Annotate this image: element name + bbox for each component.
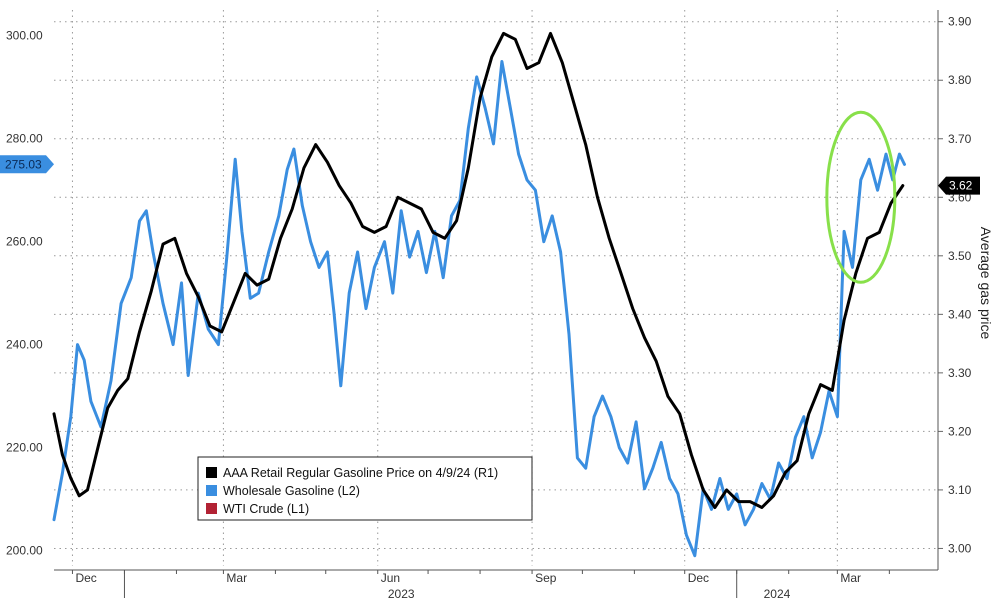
last-value-badge-left-label: 275.03 xyxy=(5,157,42,171)
right-axis-tick-label: 3.50 xyxy=(948,249,972,263)
left-axis-tick-label: 280.00 xyxy=(6,132,43,146)
right-axis-tick-label: 3.70 xyxy=(948,132,972,146)
series-line-retail-gasoline xyxy=(52,31,905,509)
left-axis-tick-label: 240.00 xyxy=(6,338,43,352)
x-axis-year-label: 2023 xyxy=(388,587,415,600)
right-axis-tick-label: 3.10 xyxy=(948,483,972,497)
x-axis: Dec Mar Jun Sep Dec Mar 2023 2024 xyxy=(54,569,938,600)
legend-box xyxy=(197,456,533,521)
right-axis-tick-label: 3.20 xyxy=(948,424,972,438)
left-axis-tick-label: 260.00 xyxy=(6,235,43,249)
highlight-circle-annotation xyxy=(825,110,897,284)
left-axis-tick-label: 300.00 xyxy=(6,29,43,43)
x-axis-tick-label: Dec xyxy=(75,571,96,585)
right-axis-tick-label: 3.00 xyxy=(948,541,972,555)
x-axis-tick-label: Mar xyxy=(840,571,861,585)
last-value-badge-right xyxy=(938,176,980,195)
right-axis-title: Average gas price xyxy=(978,227,994,340)
last-value-badge-right-label: 3.62 xyxy=(949,179,973,193)
right-axis-tick-label: 3.40 xyxy=(948,307,972,321)
legend-entry-label: Wholesale Gasoline (L2) xyxy=(223,484,360,498)
right-axis-tick-label: 3.90 xyxy=(948,15,972,29)
x-axis-tick-label: Dec xyxy=(688,571,709,585)
legend-swatch xyxy=(206,485,217,496)
x-axis-tick-label: Mar xyxy=(226,571,247,585)
series-layer xyxy=(52,31,906,558)
legend: AAA Retail Regular Gasoline Price on 4/9… xyxy=(197,456,533,521)
legend-swatch xyxy=(206,467,217,478)
legend-entry-label: AAA Retail Regular Gasoline Price on 4/9… xyxy=(223,466,498,480)
legend-entry-label: WTI Crude (L1) xyxy=(223,502,309,516)
last-value-badge-left xyxy=(0,155,54,174)
left-axis-tick-label: 200.00 xyxy=(6,544,43,558)
right-axis-tick-label: 3.80 xyxy=(948,73,972,87)
right-axis-tick-label: 3.30 xyxy=(948,366,972,380)
right-axis: 3.003.103.203.303.403.503.603.703.803.90 xyxy=(937,10,972,570)
left-axis: 200.00 220.00 240.00 260.00 280.00 300.00 xyxy=(6,29,43,558)
x-axis-year-label: 2024 xyxy=(764,587,791,600)
x-axis-tick-label: Jun xyxy=(381,571,400,585)
left-axis-tick-label: 220.00 xyxy=(6,441,43,455)
x-axis-tick-label: Sep xyxy=(535,571,557,585)
legend-swatch xyxy=(206,503,217,514)
last-value-badges: 275.03 3.62 xyxy=(0,155,980,195)
